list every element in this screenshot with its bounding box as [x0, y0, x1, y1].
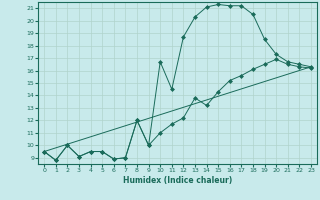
X-axis label: Humidex (Indice chaleur): Humidex (Indice chaleur) [123, 176, 232, 185]
